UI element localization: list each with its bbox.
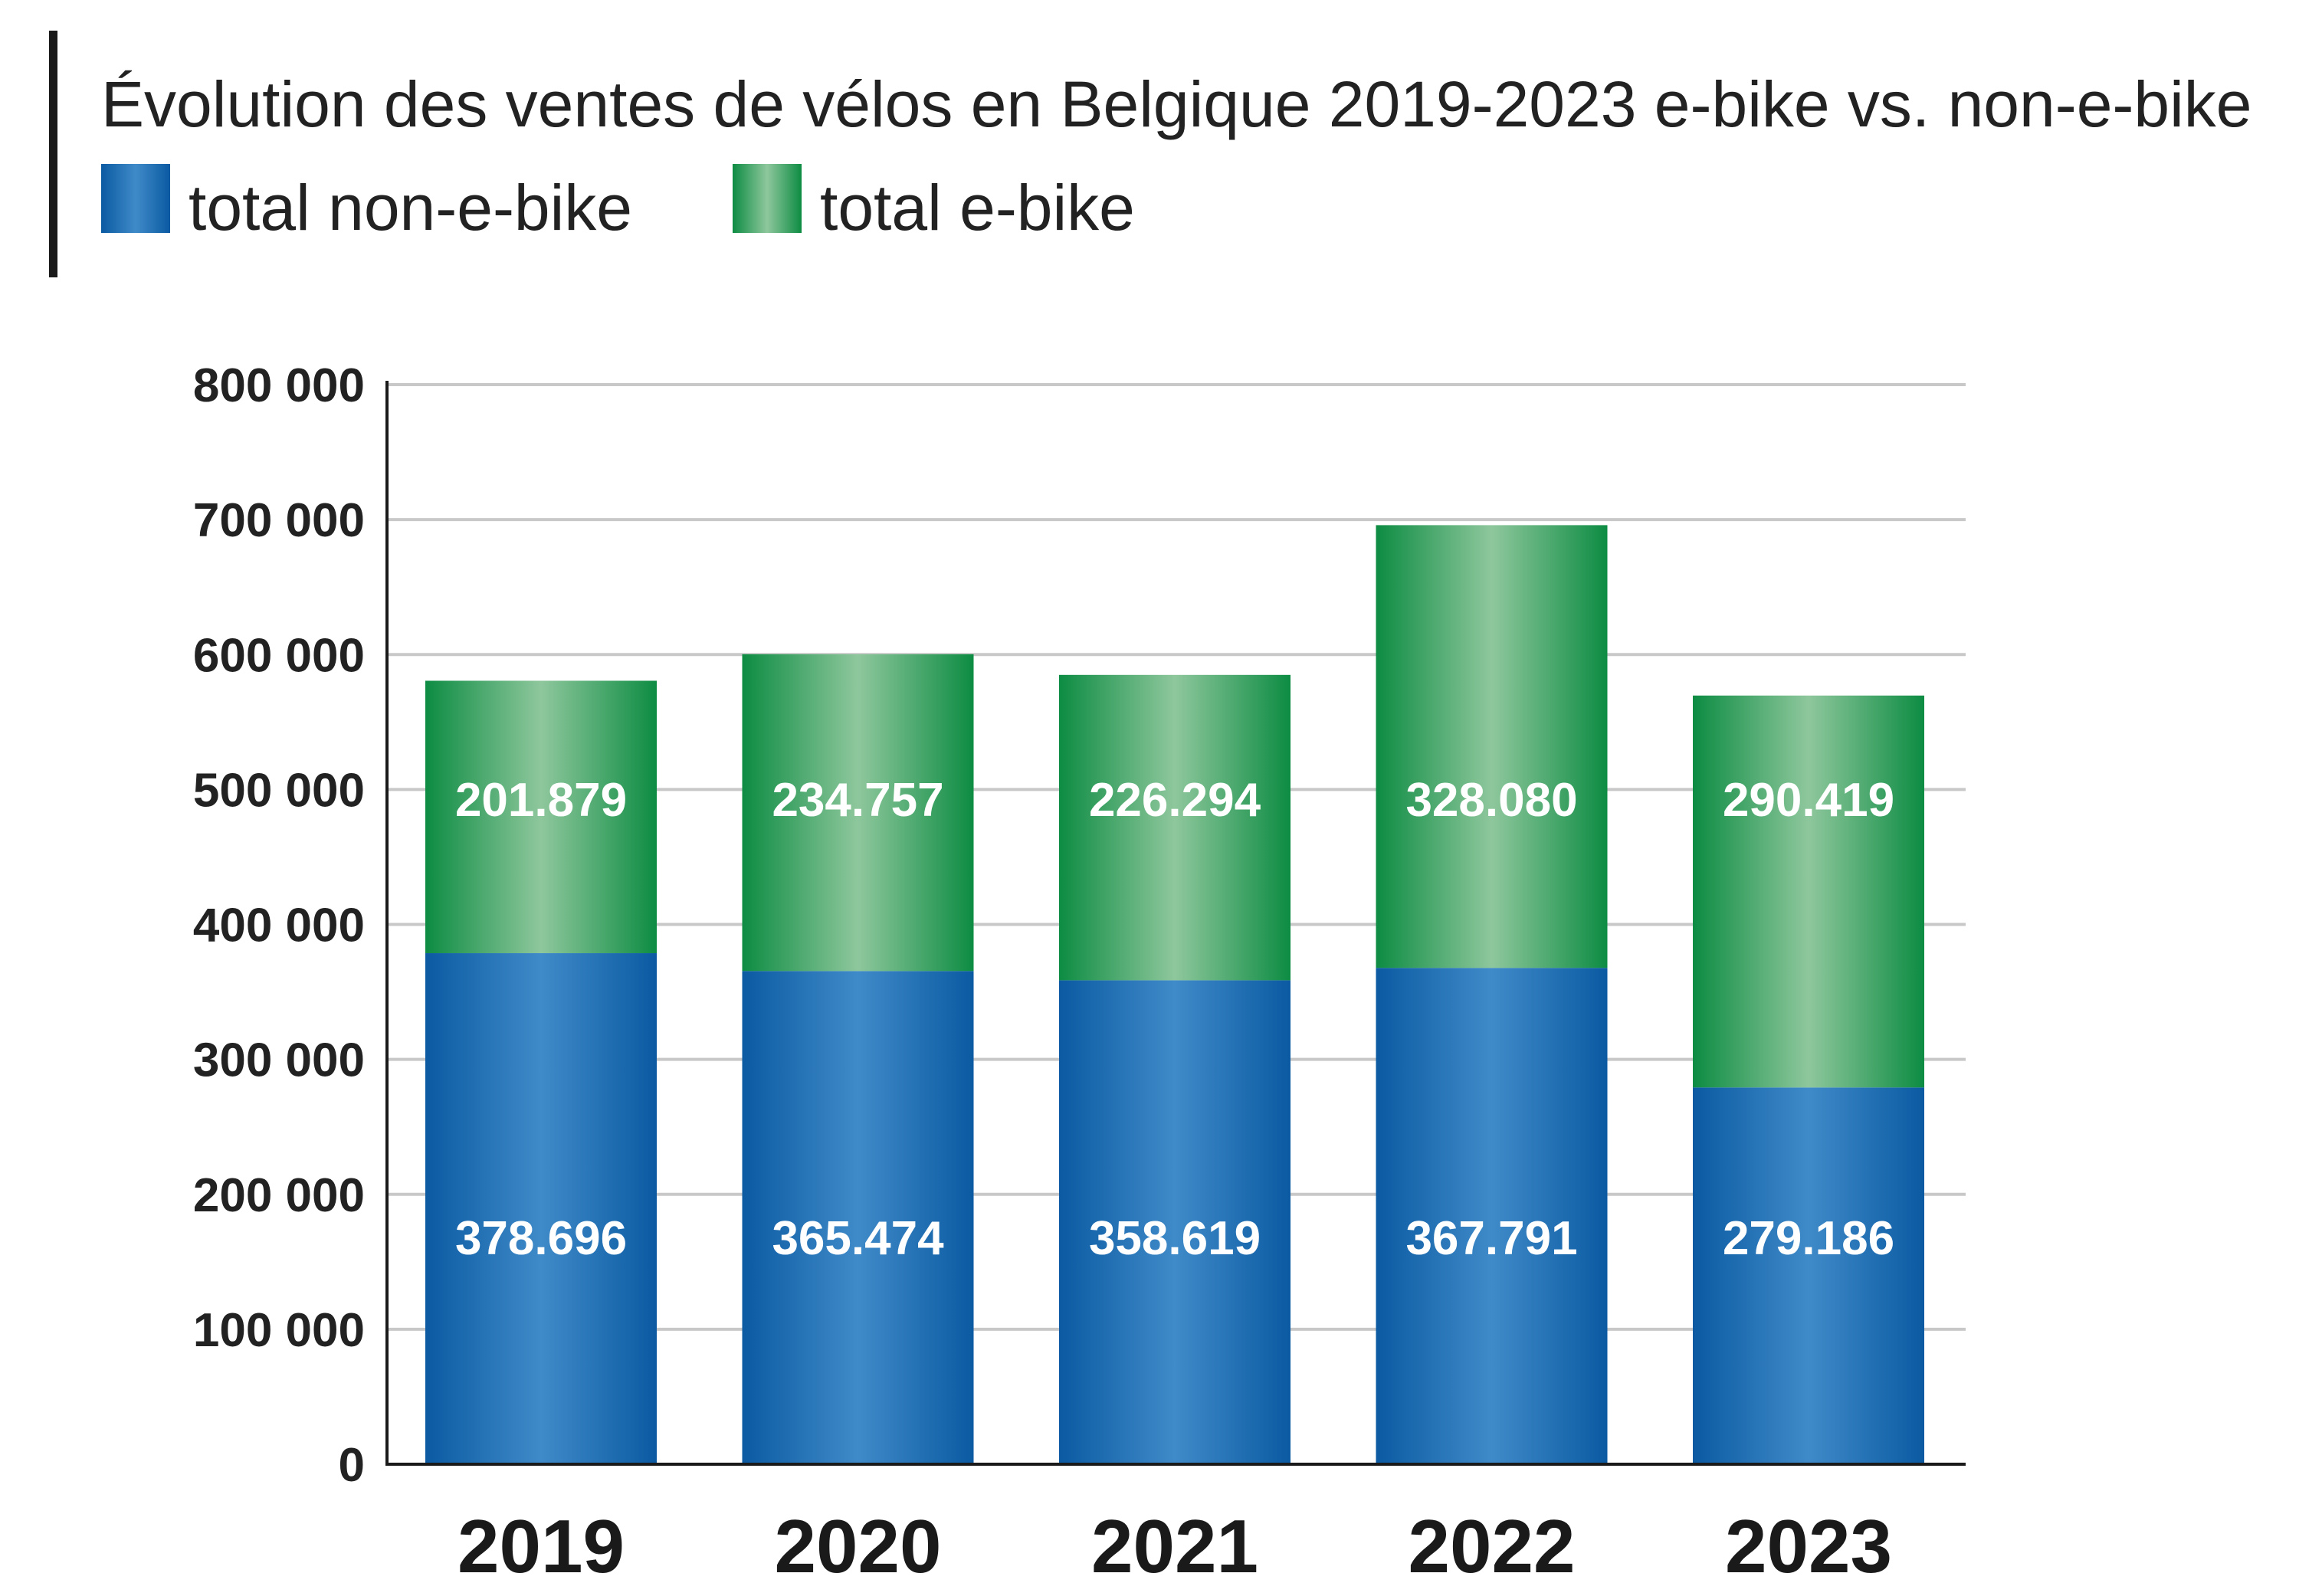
y-tick-label: 500 000	[193, 764, 365, 817]
y-tick-label: 100 000	[193, 1304, 365, 1357]
legend: total non-e-bike total e-bike	[101, 164, 1135, 244]
legend-label-e-bike: total e-bike	[820, 172, 1135, 244]
data-label-e-bike: 290.419	[1723, 774, 1894, 827]
data-label-e-bike: 201.879	[455, 774, 627, 827]
title-accent-bar	[49, 31, 57, 277]
y-tick-label: 700 000	[193, 494, 365, 547]
bar-non-e-bike	[742, 971, 974, 1464]
bar-e-bike	[425, 680, 657, 954]
legend-swatch-e-bike	[733, 164, 802, 233]
legend-label-non-e-bike: total non-e-bike	[189, 172, 632, 244]
bar-e-bike	[742, 654, 974, 972]
bar-e-bike	[1693, 695, 1924, 1088]
data-label-e-bike: 234.757	[772, 774, 943, 827]
bar-non-e-bike	[1693, 1087, 1924, 1464]
data-label-e-bike: 328.080	[1405, 774, 1577, 827]
chart-title: Évolution des ventes de vélos en Belgiqu…	[101, 68, 2252, 140]
data-labels: 378.696 201.879 365.474 234.757 358.619 226.2…	[455, 774, 1894, 1265]
data-label-non-e-bike: 367.791	[1405, 1212, 1577, 1265]
legend-swatch-non-e-bike	[101, 164, 170, 233]
y-tick-label: 300 000	[193, 1034, 365, 1087]
x-axis-tick-labels: 2019 2020 2021 2022 2023	[458, 1504, 1892, 1588]
bar-e-bike	[1059, 674, 1291, 981]
data-label-e-bike: 226.294	[1089, 774, 1261, 827]
bar-non-e-bike	[425, 953, 657, 1464]
bars	[425, 525, 1924, 1464]
bar-non-e-bike	[1376, 968, 1608, 1464]
bar-e-bike	[1376, 525, 1608, 968]
y-axis-tick-labels: 0 100 000 200 000 300 000 400 000 500 000 600 …	[193, 359, 365, 1492]
data-label-non-e-bike: 378.696	[455, 1212, 627, 1265]
data-label-non-e-bike: 279.186	[1723, 1212, 1894, 1265]
y-tick-label: 200 000	[193, 1169, 365, 1222]
y-tick-label: 800 000	[193, 359, 365, 412]
y-tick-label: 0	[339, 1439, 365, 1492]
x-tick-label: 2019	[458, 1504, 625, 1588]
x-tick-label: 2021	[1091, 1504, 1258, 1588]
x-tick-label: 2020	[774, 1504, 941, 1588]
data-label-non-e-bike: 365.474	[772, 1212, 944, 1265]
x-tick-label: 2022	[1408, 1504, 1575, 1588]
x-tick-label: 2023	[1725, 1504, 1892, 1588]
data-label-non-e-bike: 358.619	[1089, 1212, 1261, 1265]
y-tick-label: 400 000	[193, 900, 365, 952]
y-tick-label: 600 000	[193, 629, 365, 682]
bar-non-e-bike	[1059, 980, 1291, 1464]
